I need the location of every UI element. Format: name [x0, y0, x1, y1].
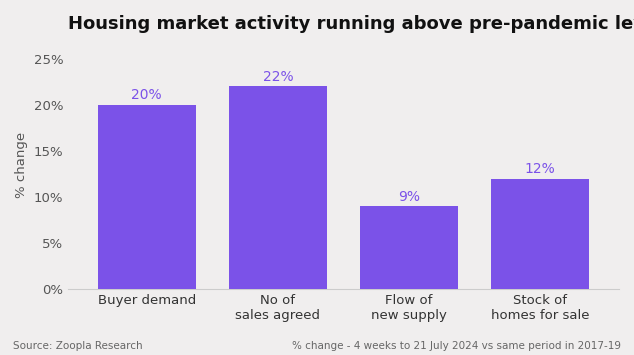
Bar: [229, 86, 327, 289]
Bar: [491, 179, 590, 289]
Bar: [360, 206, 458, 289]
Text: % change - 4 weeks to 21 July 2024 vs same period in 2017-19: % change - 4 weeks to 21 July 2024 vs sa…: [292, 342, 621, 351]
Y-axis label: % change: % change: [15, 132, 28, 198]
Text: Housing market activity running above pre-pandemic level (2017-2019): Housing market activity running above pr…: [68, 15, 634, 33]
Text: 12%: 12%: [525, 162, 555, 176]
Text: 9%: 9%: [398, 190, 420, 203]
Text: 20%: 20%: [131, 88, 162, 102]
Text: Source: Zoopla Research: Source: Zoopla Research: [13, 342, 142, 351]
Text: 22%: 22%: [262, 70, 294, 83]
Bar: [98, 105, 196, 289]
